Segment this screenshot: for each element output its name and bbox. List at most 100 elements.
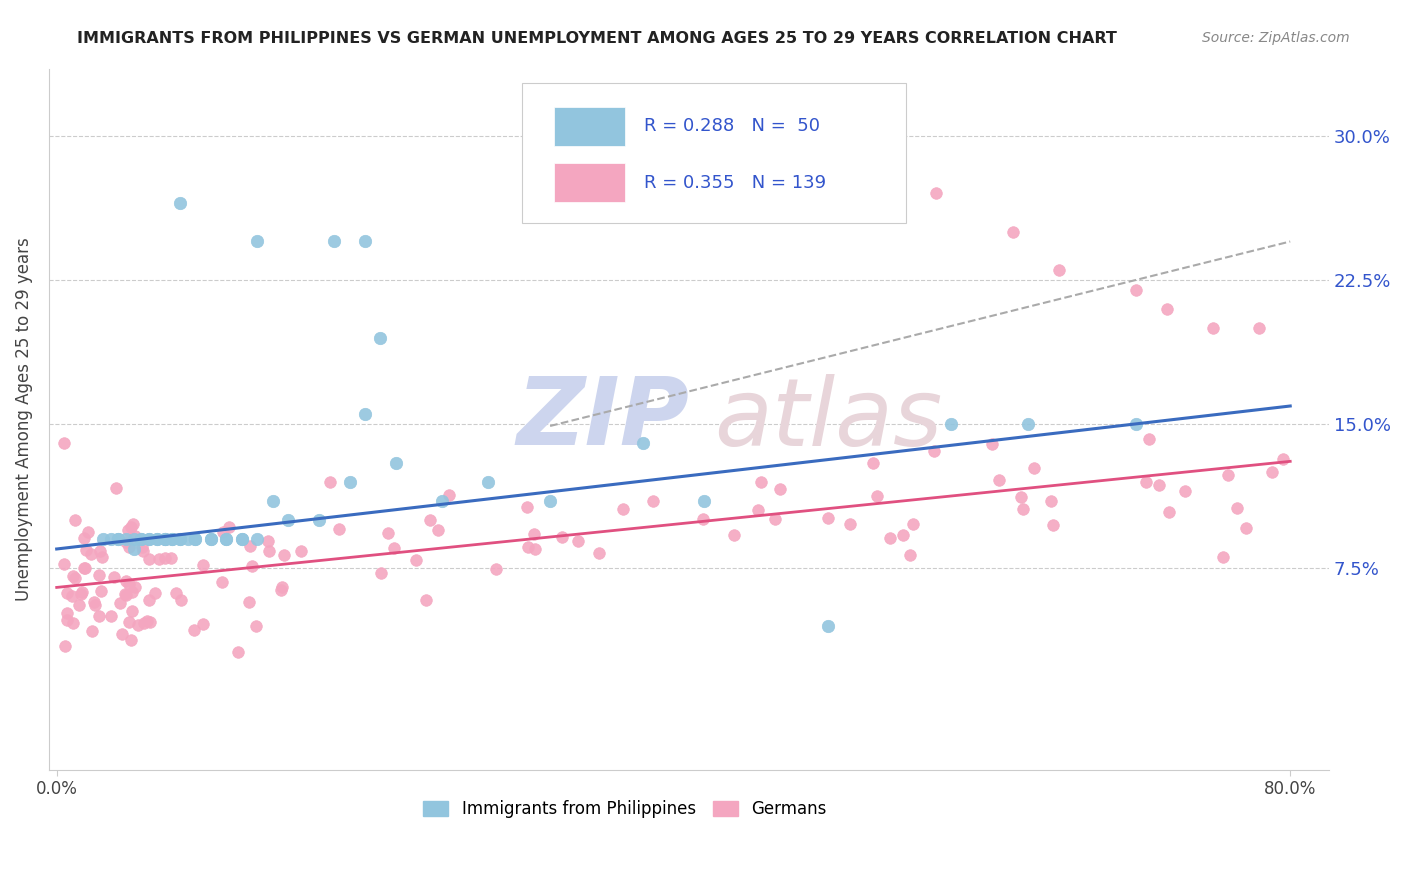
Point xyxy=(56,607,79,621)
Point xyxy=(419,513,441,527)
Point xyxy=(134,615,156,630)
Point xyxy=(1125,283,1147,297)
Y-axis label: Unemployment Among Ages 25 to 29 years: Unemployment Among Ages 25 to 29 years xyxy=(15,237,32,601)
Point xyxy=(839,517,862,532)
Point xyxy=(138,552,160,566)
Point xyxy=(79,547,101,561)
Point xyxy=(641,494,664,508)
Point xyxy=(117,577,139,591)
Point xyxy=(70,587,93,601)
Point xyxy=(170,592,193,607)
Point xyxy=(922,444,945,458)
FancyBboxPatch shape xyxy=(554,107,624,145)
Point xyxy=(108,596,131,610)
Point xyxy=(121,604,143,618)
Point xyxy=(122,541,145,556)
Point xyxy=(939,417,962,431)
Point xyxy=(89,568,111,582)
Text: IMMIGRANTS FROM PHILIPPINES VS GERMAN UNEMPLOYMENT AMONG AGES 25 TO 29 YEARS COR: IMMIGRANTS FROM PHILIPPINES VS GERMAN UN… xyxy=(77,31,1118,46)
Point xyxy=(120,633,142,648)
Point xyxy=(127,617,149,632)
Point xyxy=(184,533,207,547)
Point xyxy=(817,619,839,633)
Point xyxy=(122,533,145,547)
Point xyxy=(567,533,589,548)
Point xyxy=(89,608,111,623)
Point xyxy=(405,553,427,567)
Point xyxy=(75,561,97,575)
Point xyxy=(879,532,901,546)
Point xyxy=(169,533,191,547)
Point xyxy=(1042,518,1064,533)
Point xyxy=(146,533,169,547)
Point xyxy=(723,528,745,542)
Point xyxy=(981,437,1004,451)
Point xyxy=(245,619,267,633)
Point xyxy=(115,534,138,549)
Point xyxy=(866,489,889,503)
FancyBboxPatch shape xyxy=(523,83,907,223)
Point xyxy=(1147,477,1170,491)
Point xyxy=(987,473,1010,487)
Point xyxy=(103,570,125,584)
Point xyxy=(1135,475,1157,490)
Point xyxy=(382,541,405,555)
Point xyxy=(747,502,769,516)
Point xyxy=(115,533,138,547)
Point xyxy=(131,533,153,547)
Text: Source: ZipAtlas.com: Source: ZipAtlas.com xyxy=(1202,31,1350,45)
Point xyxy=(485,562,508,576)
Point xyxy=(215,533,238,547)
Point xyxy=(184,533,207,547)
Point xyxy=(1261,465,1284,479)
Point xyxy=(612,502,634,516)
Point xyxy=(516,500,538,515)
Point xyxy=(136,614,159,628)
Point xyxy=(162,533,184,547)
Point xyxy=(1249,321,1271,335)
Point xyxy=(114,587,136,601)
Text: R = 0.355   N = 139: R = 0.355 N = 139 xyxy=(644,174,827,192)
Point xyxy=(84,598,107,612)
Point xyxy=(160,550,183,565)
Point xyxy=(148,551,170,566)
Point xyxy=(246,235,269,249)
Point xyxy=(183,623,205,637)
Point xyxy=(430,494,453,508)
Point xyxy=(1010,490,1032,504)
Point xyxy=(817,511,839,525)
Point xyxy=(437,488,460,502)
Point xyxy=(339,475,361,489)
Point xyxy=(328,522,350,536)
Point xyxy=(271,580,294,594)
Text: R = 0.288   N =  50: R = 0.288 N = 50 xyxy=(644,118,820,136)
Point xyxy=(120,520,142,534)
Point xyxy=(692,512,714,526)
Point xyxy=(56,613,79,627)
Point xyxy=(1011,502,1033,516)
Point xyxy=(257,534,280,549)
Point xyxy=(118,540,141,554)
Point xyxy=(121,584,143,599)
Point xyxy=(211,574,233,589)
Point xyxy=(1017,417,1039,431)
Point xyxy=(1226,501,1249,516)
Point xyxy=(1216,468,1239,483)
Point xyxy=(763,512,786,526)
Point xyxy=(523,541,546,556)
Point xyxy=(138,533,160,547)
Point xyxy=(898,548,921,562)
Point xyxy=(385,455,408,469)
Point xyxy=(91,533,114,547)
Point xyxy=(370,330,392,344)
Point xyxy=(114,574,136,588)
Point xyxy=(231,533,253,547)
Point xyxy=(73,531,96,545)
Point xyxy=(240,558,263,573)
Point xyxy=(191,558,214,572)
Point xyxy=(191,617,214,632)
Point xyxy=(111,626,134,640)
Point xyxy=(550,530,572,544)
Point xyxy=(239,539,262,553)
Point xyxy=(60,589,83,603)
